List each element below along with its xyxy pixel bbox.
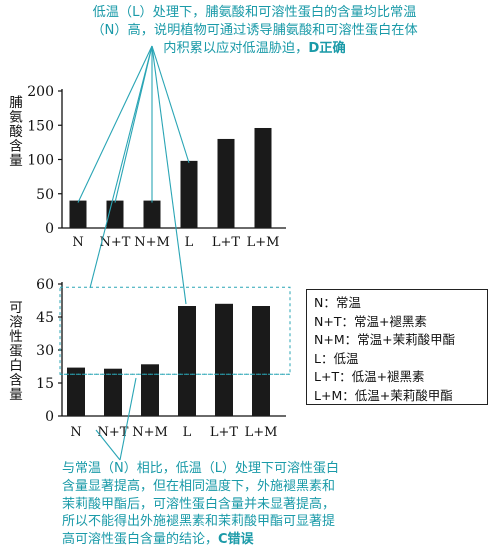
pointer-line: [89, 45, 153, 289]
category-label: L+T: [212, 235, 241, 250]
pointer-line: [151, 45, 187, 305]
bar-L+T: [215, 303, 233, 416]
legend-entry: L：低温: [314, 350, 359, 366]
y-tick-label: 0: [45, 221, 54, 237]
category-label: N+T: [100, 235, 131, 250]
legend-entry: N+M：常温+茉莉酸甲酯: [314, 332, 456, 348]
category-label: L+T: [210, 425, 239, 440]
y-tick-label: 100: [27, 153, 54, 169]
pointer-line: [77, 45, 153, 203]
pointer-line: [95, 429, 121, 461]
bottom-annotation-line-5: 高可溶性蛋白含量的结论，C错误: [62, 531, 407, 549]
y-tick-label: 60: [36, 277, 54, 293]
top-annotation-line-1: 低温（L）处理下，脯氨酸和可溶性蛋白的含量均比常温: [92, 5, 417, 20]
legend-entry: L+M：低温+茉莉酸甲酯: [314, 387, 453, 403]
y-tick-label: 150: [27, 118, 54, 134]
pointer-line: [119, 377, 137, 461]
legend-entry: L+T：低温+褪黑素: [314, 369, 425, 385]
bar-L+M: [252, 306, 270, 416]
bar-N+M: [141, 364, 159, 416]
bottom-annotation-line-1: 与常温（N）相比，低温（L）处理下可溶性蛋白: [62, 461, 339, 476]
y-tick-label: 200: [27, 84, 54, 100]
bottom-annotation-text: 高可溶性蛋白含量的结论，: [62, 532, 219, 548]
top-annotation-line-2: （N）高，说明植物可通过诱导脯氨酸和可溶性蛋白在体: [91, 23, 418, 38]
category-label: L: [185, 235, 194, 250]
bottom-annotation-line-3: 茉莉酸甲酯后，可溶性蛋白含量并未显著提高，: [62, 496, 336, 512]
bar-L: [178, 306, 196, 416]
bottom-annotation-line-2: 含量显著提高，但在相同温度下，外施褪黑素和: [62, 478, 336, 494]
category-label: L+M: [245, 425, 278, 440]
category-label: N: [72, 235, 83, 250]
bar-L+T: [217, 138, 235, 228]
bar-N+M: [143, 200, 161, 228]
category-label: N+M: [132, 425, 168, 440]
bar-L: [180, 160, 198, 228]
bottom-annotation: 与常温（N）相比，低温（L）处理下可溶性蛋白 含量显著提高，但在相同温度下，外施…: [62, 460, 407, 549]
category-label: N: [70, 425, 81, 440]
y-tick-label: 50: [36, 187, 54, 203]
y-tick-label: 30: [36, 343, 54, 359]
bar-N: [67, 367, 85, 416]
bar-N+T: [104, 368, 122, 416]
top-annotation-line-3: 内积累以应对低温胁迫，D正确: [52, 40, 457, 58]
chart1-ylabel: 脯氨酸含量: [6, 95, 22, 168]
pointer-line: [151, 45, 190, 164]
category-label: N+T: [98, 425, 129, 440]
bottom-annotation-line-4: 所以不能得出外施褪黑素和茉莉酸甲酯可显著提: [62, 514, 336, 530]
y-tick-label: 45: [36, 310, 54, 326]
bottom-annotation-verdict: C错误: [218, 532, 254, 548]
chart2-ylabel: 可溶性蛋白含量: [6, 300, 22, 402]
legend-entry: N：常温: [314, 295, 361, 310]
category-label: N+M: [134, 235, 170, 250]
category-label: L: [183, 425, 192, 440]
top-annotation: 低温（L）处理下，脯氨酸和可溶性蛋白的含量均比常温 （N）高，说明植物可通过诱导…: [52, 4, 457, 58]
bar-L+M: [254, 127, 272, 228]
y-tick-label: 15: [36, 376, 54, 392]
legend-box: N：常温 N+T：常温+褪黑素 N+M：常温+茉莉酸甲酯 L：低温 L+T：低温…: [306, 289, 488, 405]
bar-N: [69, 200, 87, 228]
highlight-box: [59, 286, 291, 375]
top-annotation-text: 内积累以应对低温胁迫，: [163, 41, 309, 56]
legend-entry: N+T：常温+褪黑素: [314, 313, 427, 329]
top-annotation-verdict: D正确: [308, 41, 346, 56]
category-label: L+M: [247, 235, 280, 250]
y-tick-label: 0: [45, 409, 54, 425]
